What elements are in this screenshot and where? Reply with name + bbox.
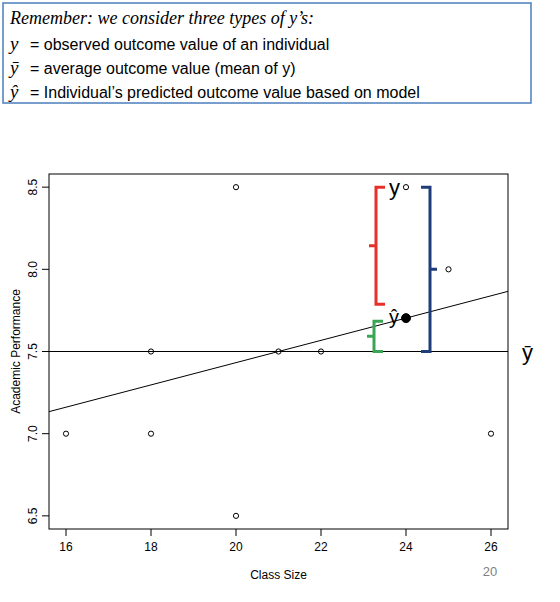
x-tick: [151, 529, 152, 536]
x-tick: [66, 529, 67, 536]
data-point: [446, 267, 451, 272]
y-tick-label: 7.5: [26, 343, 40, 360]
y-tick: [42, 269, 49, 270]
x-tick: [406, 529, 407, 536]
note-symbol: ŷ: [8, 81, 19, 102]
note-text: = Individual’s predicted outcome value b…: [30, 84, 420, 101]
x-tick: [491, 529, 492, 536]
y-axis-label: Academic Performance: [9, 289, 23, 414]
x-tick: [321, 529, 322, 536]
x-tick-label: 16: [59, 540, 73, 554]
y-tick-label: 8.5: [26, 178, 40, 195]
plot-frame: [49, 174, 508, 529]
x-tick-label: 24: [399, 540, 413, 554]
data-point: [148, 349, 153, 354]
plot-area: [49, 185, 508, 519]
explained-bracket: [367, 321, 383, 351]
total-bracket: [421, 187, 437, 351]
data-point: [148, 431, 153, 436]
y-label: y: [389, 175, 400, 200]
note-text: = average outcome value (mean of y): [30, 60, 295, 77]
y-tick: [42, 351, 49, 352]
y-tick: [42, 433, 49, 434]
page: Remember: we consider three types of y’s…: [0, 0, 560, 602]
predicted-point: [402, 314, 411, 323]
data-point: [233, 185, 238, 190]
data-point: [233, 513, 238, 518]
data-point: [488, 431, 493, 436]
regression-line: [49, 291, 508, 411]
page-number: 20: [483, 564, 497, 579]
x-axis-label: Class Size: [250, 568, 307, 582]
note-symbol: ȳ: [8, 57, 19, 78]
data-point: [318, 349, 323, 354]
residual-bracket: [369, 187, 385, 304]
mean-label: ȳ: [522, 340, 533, 365]
x-tick-label: 26: [484, 540, 498, 554]
y-tick-label: 7.0: [26, 425, 40, 442]
x-tick-label: 22: [314, 540, 328, 554]
x-tick: [236, 529, 237, 536]
y-tick: [42, 187, 49, 188]
x-tick-label: 18: [144, 540, 158, 554]
y-hat-label: ŷ: [389, 306, 399, 328]
y-tick-label: 6.5: [26, 507, 40, 524]
note-box: [3, 3, 531, 103]
data-point: [403, 185, 408, 190]
data-point: [63, 431, 68, 436]
note-symbol: y: [8, 33, 19, 54]
note-text: = observed outcome value of an individua…: [30, 36, 329, 53]
y-tick: [42, 515, 49, 516]
y-tick-label: 8.0: [26, 261, 40, 278]
note-title: Remember: we consider three types of y’s…: [9, 8, 314, 28]
x-tick-label: 20: [229, 540, 243, 554]
